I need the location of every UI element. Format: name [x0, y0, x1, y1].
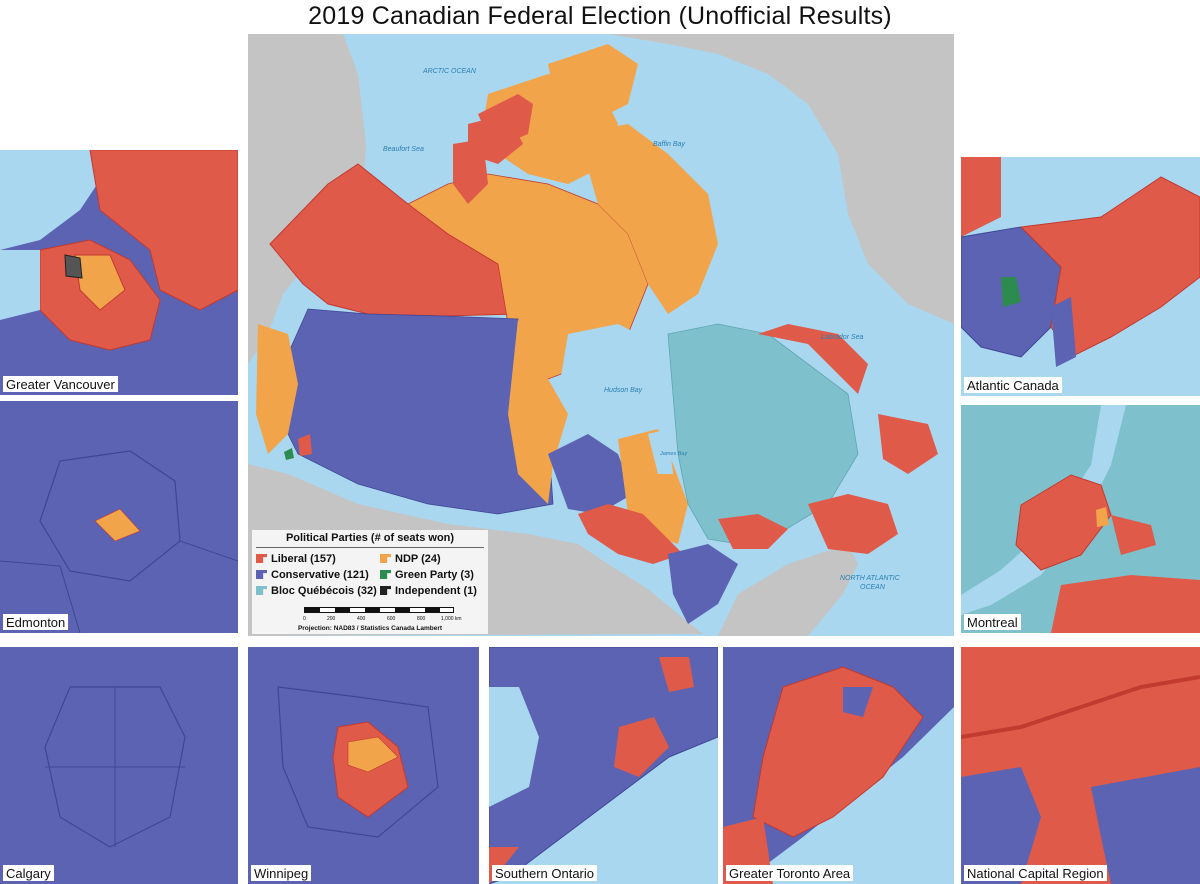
ontario-lib	[578, 504, 683, 564]
ontario-north-cons	[548, 434, 633, 514]
scale-tick: 400	[357, 616, 366, 622]
labrador	[758, 324, 868, 394]
atlantic-ocean-label-2: OCEAN	[860, 584, 885, 591]
scale-tick: 200	[327, 616, 336, 622]
scale-tick: 0	[303, 616, 306, 622]
newfoundland	[878, 414, 938, 474]
legend-item-label: NDP (24)	[395, 553, 441, 565]
inset-toronto: Greater Toronto Area	[723, 647, 954, 884]
legend-item-ndp: NDP (24)	[380, 552, 441, 566]
ontario-south	[668, 544, 738, 624]
james-bay-label: James Bay	[660, 451, 688, 457]
james-bay	[648, 429, 673, 474]
scale-bar	[304, 607, 454, 613]
inset-label-calgary: Calgary	[3, 865, 54, 881]
inset-label-montreal: Montreal	[964, 614, 1021, 630]
bc-coast-ndp	[256, 324, 298, 454]
alaska-land	[248, 34, 366, 364]
ndp-swatch-icon	[380, 554, 391, 563]
legend-item-liberal: Liberal (157)	[256, 552, 336, 566]
toronto-map-svg	[723, 647, 954, 884]
hudson-bay-label: Hudson Bay	[604, 387, 643, 394]
green-swatch-icon	[380, 570, 391, 579]
inset-atlantic: Atlantic Canada	[961, 157, 1200, 396]
greenland-land	[608, 34, 954, 324]
projection-note: Projection: NAD83 / Statistics Canada La…	[297, 625, 443, 632]
arctic-ocean-label: ARCTIC OCEAN	[423, 68, 476, 75]
legend-title: Political Parties (# of seats won)	[285, 532, 455, 544]
banks-island-lib	[453, 139, 488, 204]
bloc-swatch-icon	[256, 586, 267, 595]
arctic-islands-ndp-2	[578, 124, 718, 314]
inset-montreal: Montreal	[961, 405, 1200, 633]
baffin-bay-label: Baffin Bay	[653, 141, 685, 148]
legend-item-label: Liberal (157)	[271, 553, 336, 565]
inset-label-winnipeg: Winnipeg	[251, 865, 312, 881]
beaufort-sea-label: Beaufort Sea	[383, 146, 424, 153]
quebec-south-lib	[718, 514, 788, 549]
vancouver-lib	[298, 434, 312, 456]
usa-east-land	[718, 544, 858, 636]
atlantic-ocean-label-1: NORTH ATLANTIC	[840, 575, 900, 582]
ellesmere-ndp	[548, 44, 638, 124]
inset-southern-ontario: Southern Ontario	[489, 647, 718, 884]
ellesmere-lib	[478, 94, 533, 149]
calgary-map-svg	[44, 686, 186, 848]
legend-item-bloc: Bloc Québécois (32)	[256, 584, 377, 598]
scale-tick: 800	[417, 616, 426, 622]
legend-item-label: Independent (1)	[395, 585, 477, 597]
inset-label-toronto: Greater Toronto Area	[726, 865, 854, 881]
independent-swatch-icon	[380, 586, 391, 595]
legend: Political Parties (# of seats won) Liber…	[252, 530, 488, 634]
inset-label-southern-ontario: Southern Ontario	[492, 865, 598, 881]
map-title: 2019 Canadian Federal Election (Unoffici…	[308, 2, 892, 30]
vancouver-map-svg	[0, 150, 238, 395]
legend-item-green: Green Party (3)	[380, 568, 474, 582]
liberal-swatch-icon	[256, 554, 267, 563]
inset-label-edmonton: Edmonton	[3, 614, 69, 630]
legend-divider	[256, 547, 484, 548]
scale-tick: 600	[387, 616, 396, 622]
legend-item-independent: Independent (1)	[380, 584, 477, 598]
inset-edmonton: Edmonton	[0, 401, 238, 633]
inset-label-vancouver: Greater Vancouver	[3, 376, 118, 392]
winnipeg-map-svg	[277, 686, 439, 838]
legend-item-label: Conservative (121)	[271, 569, 369, 581]
ncr-map-svg	[961, 675, 1200, 884]
legend-item-conservative: Conservative (121)	[256, 568, 369, 582]
edmonton-map-svg	[0, 450, 238, 633]
inset-label-ncr: National Capital Region	[964, 865, 1107, 881]
legend-item-label: Green Party (3)	[395, 569, 474, 581]
legend-item-label: Bloc Québécois (32)	[271, 585, 377, 597]
labrador-sea-label: Labrador Sea	[821, 334, 864, 341]
green-dot	[284, 448, 294, 460]
southern-ontario-map-svg	[489, 647, 718, 884]
inset-label-atlantic: Atlantic Canada	[964, 377, 1062, 393]
inset-calgary: Calgary	[0, 647, 238, 884]
scale-tick: 1,000 km	[441, 616, 462, 622]
inset-vancouver: Greater Vancouver	[0, 150, 238, 395]
atlantic-map-svg	[961, 157, 1200, 367]
montreal-map-svg	[961, 405, 1200, 633]
quebec	[667, 323, 859, 545]
hudson-bay	[558, 324, 668, 434]
maritimes	[808, 494, 898, 554]
inset-ncr: National Capital Region	[961, 647, 1200, 884]
inset-winnipeg: Winnipeg	[248, 647, 479, 884]
conservative-swatch-icon	[256, 570, 267, 579]
